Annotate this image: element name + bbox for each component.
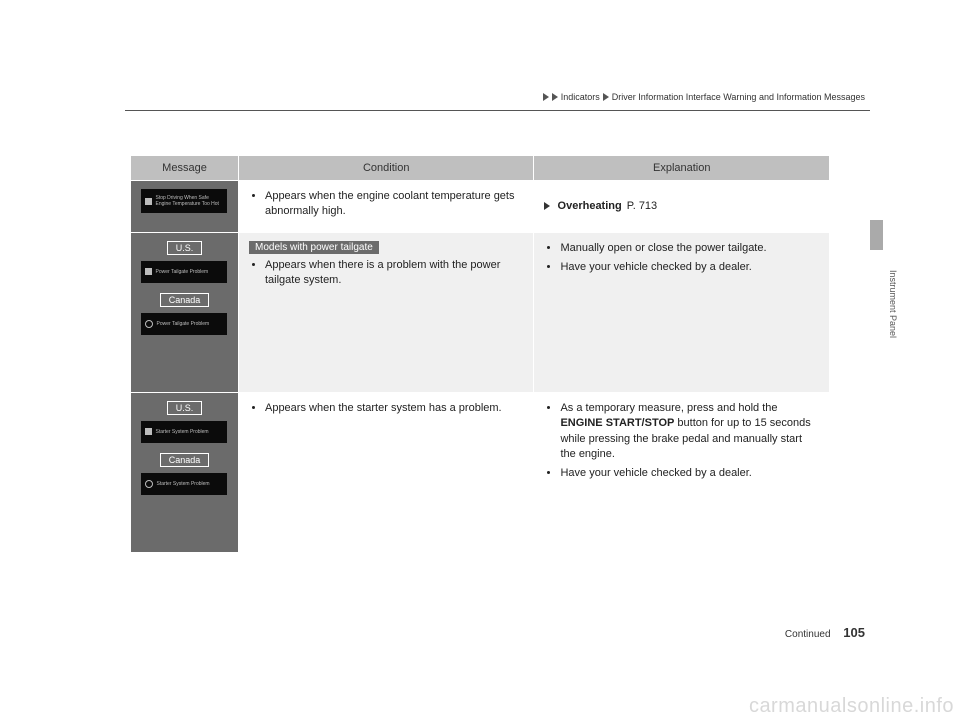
warning-icon: [145, 198, 152, 205]
page-footer: Continued 105: [785, 625, 865, 640]
col-header-message: Message: [131, 156, 239, 181]
section-tab: [870, 220, 883, 250]
col-header-condition: Condition: [238, 156, 533, 181]
tailgate-icon: [145, 268, 152, 275]
condition-cell: Appears when the starter system has a pr…: [238, 392, 533, 552]
display-text: Power Tailgate Problem: [156, 321, 209, 327]
explanation-item: Have your vehicle checked by a dealer.: [560, 466, 819, 481]
warning-messages-table: Message Condition Explanation Stop Drivi…: [130, 155, 830, 553]
display-text: Starter System Problem: [156, 481, 209, 487]
region-label-us: U.S.: [167, 241, 203, 255]
condition-cell: Appears when the engine coolant temperat…: [238, 181, 533, 233]
breadcrumb-part2: Driver Information Interface Warning and…: [612, 92, 865, 102]
header-rule: [125, 110, 870, 111]
explanation-item: Have your vehicle checked by a dealer.: [560, 260, 819, 275]
page-number: 105: [843, 625, 865, 640]
vehicle-display-mock: Power Tailgate Problem: [141, 261, 227, 283]
table-row: U.S. Power Tailgate Problem Canada Power…: [131, 232, 830, 392]
breadcrumb-part1: Indicators: [561, 92, 600, 102]
model-badge: Models with power tailgate: [249, 241, 379, 254]
condition-cell: Models with power tailgate Appears when …: [238, 232, 533, 392]
starter-icon: [145, 428, 152, 435]
explanation-cell: As a temporary measure, press and hold t…: [534, 392, 830, 552]
display-text: Power Tailgate Problem: [155, 269, 208, 275]
reference-arrow-icon: [544, 202, 550, 210]
tailgate-icon: [145, 320, 153, 328]
page-container: Indicators Driver Information Interface …: [0, 0, 960, 722]
explanation-item: As a temporary measure, press and hold t…: [560, 401, 819, 463]
message-cell: U.S. Starter System Problem Canada Start…: [131, 392, 239, 552]
watermark-text: carmanualsonline.info: [749, 695, 954, 718]
vehicle-display-mock: Starter System Problem: [141, 473, 227, 495]
breadcrumb: Indicators Driver Information Interface …: [543, 92, 865, 102]
explanation-item: Manually open or close the power tailgat…: [560, 241, 819, 256]
region-label-canada: Canada: [160, 453, 210, 467]
vehicle-display-mock: Starter System Problem: [141, 421, 227, 443]
explanation-cell: Manually open or close the power tailgat…: [534, 232, 830, 392]
message-cell: Stop Driving When Safe Engine Temperatur…: [131, 181, 239, 233]
triangle-icon: [543, 93, 549, 101]
display-text: Stop Driving When Safe Engine Temperatur…: [155, 195, 223, 207]
condition-item: Appears when the engine coolant temperat…: [265, 189, 523, 220]
col-header-explanation: Explanation: [534, 156, 830, 181]
condition-item: Appears when the starter system has a pr…: [265, 401, 523, 416]
reference-page: P. 713: [627, 200, 657, 212]
triangle-icon: [552, 93, 558, 101]
vehicle-display-mock: Power Tailgate Problem: [141, 313, 227, 335]
condition-item: Appears when there is a problem with the…: [265, 258, 523, 289]
table-header-row: Message Condition Explanation: [131, 156, 830, 181]
section-label: Instrument Panel: [888, 270, 898, 338]
region-label-us: U.S.: [167, 401, 203, 415]
message-cell: U.S. Power Tailgate Problem Canada Power…: [131, 232, 239, 392]
triangle-icon: [603, 93, 609, 101]
exp-bold: ENGINE START/STOP: [560, 417, 674, 429]
continued-label: Continued: [785, 629, 831, 640]
table-row: U.S. Starter System Problem Canada Start…: [131, 392, 830, 552]
vehicle-display-mock: Stop Driving When Safe Engine Temperatur…: [141, 189, 227, 213]
exp-text: As a temporary measure, press and hold t…: [560, 402, 777, 414]
explanation-cell: Overheating P. 713: [534, 181, 830, 233]
region-label-canada: Canada: [160, 293, 210, 307]
reference-label: Overheating: [558, 200, 622, 212]
table-row: Stop Driving When Safe Engine Temperatur…: [131, 181, 830, 233]
display-text: Starter System Problem: [155, 429, 208, 435]
starter-icon: [145, 480, 153, 488]
